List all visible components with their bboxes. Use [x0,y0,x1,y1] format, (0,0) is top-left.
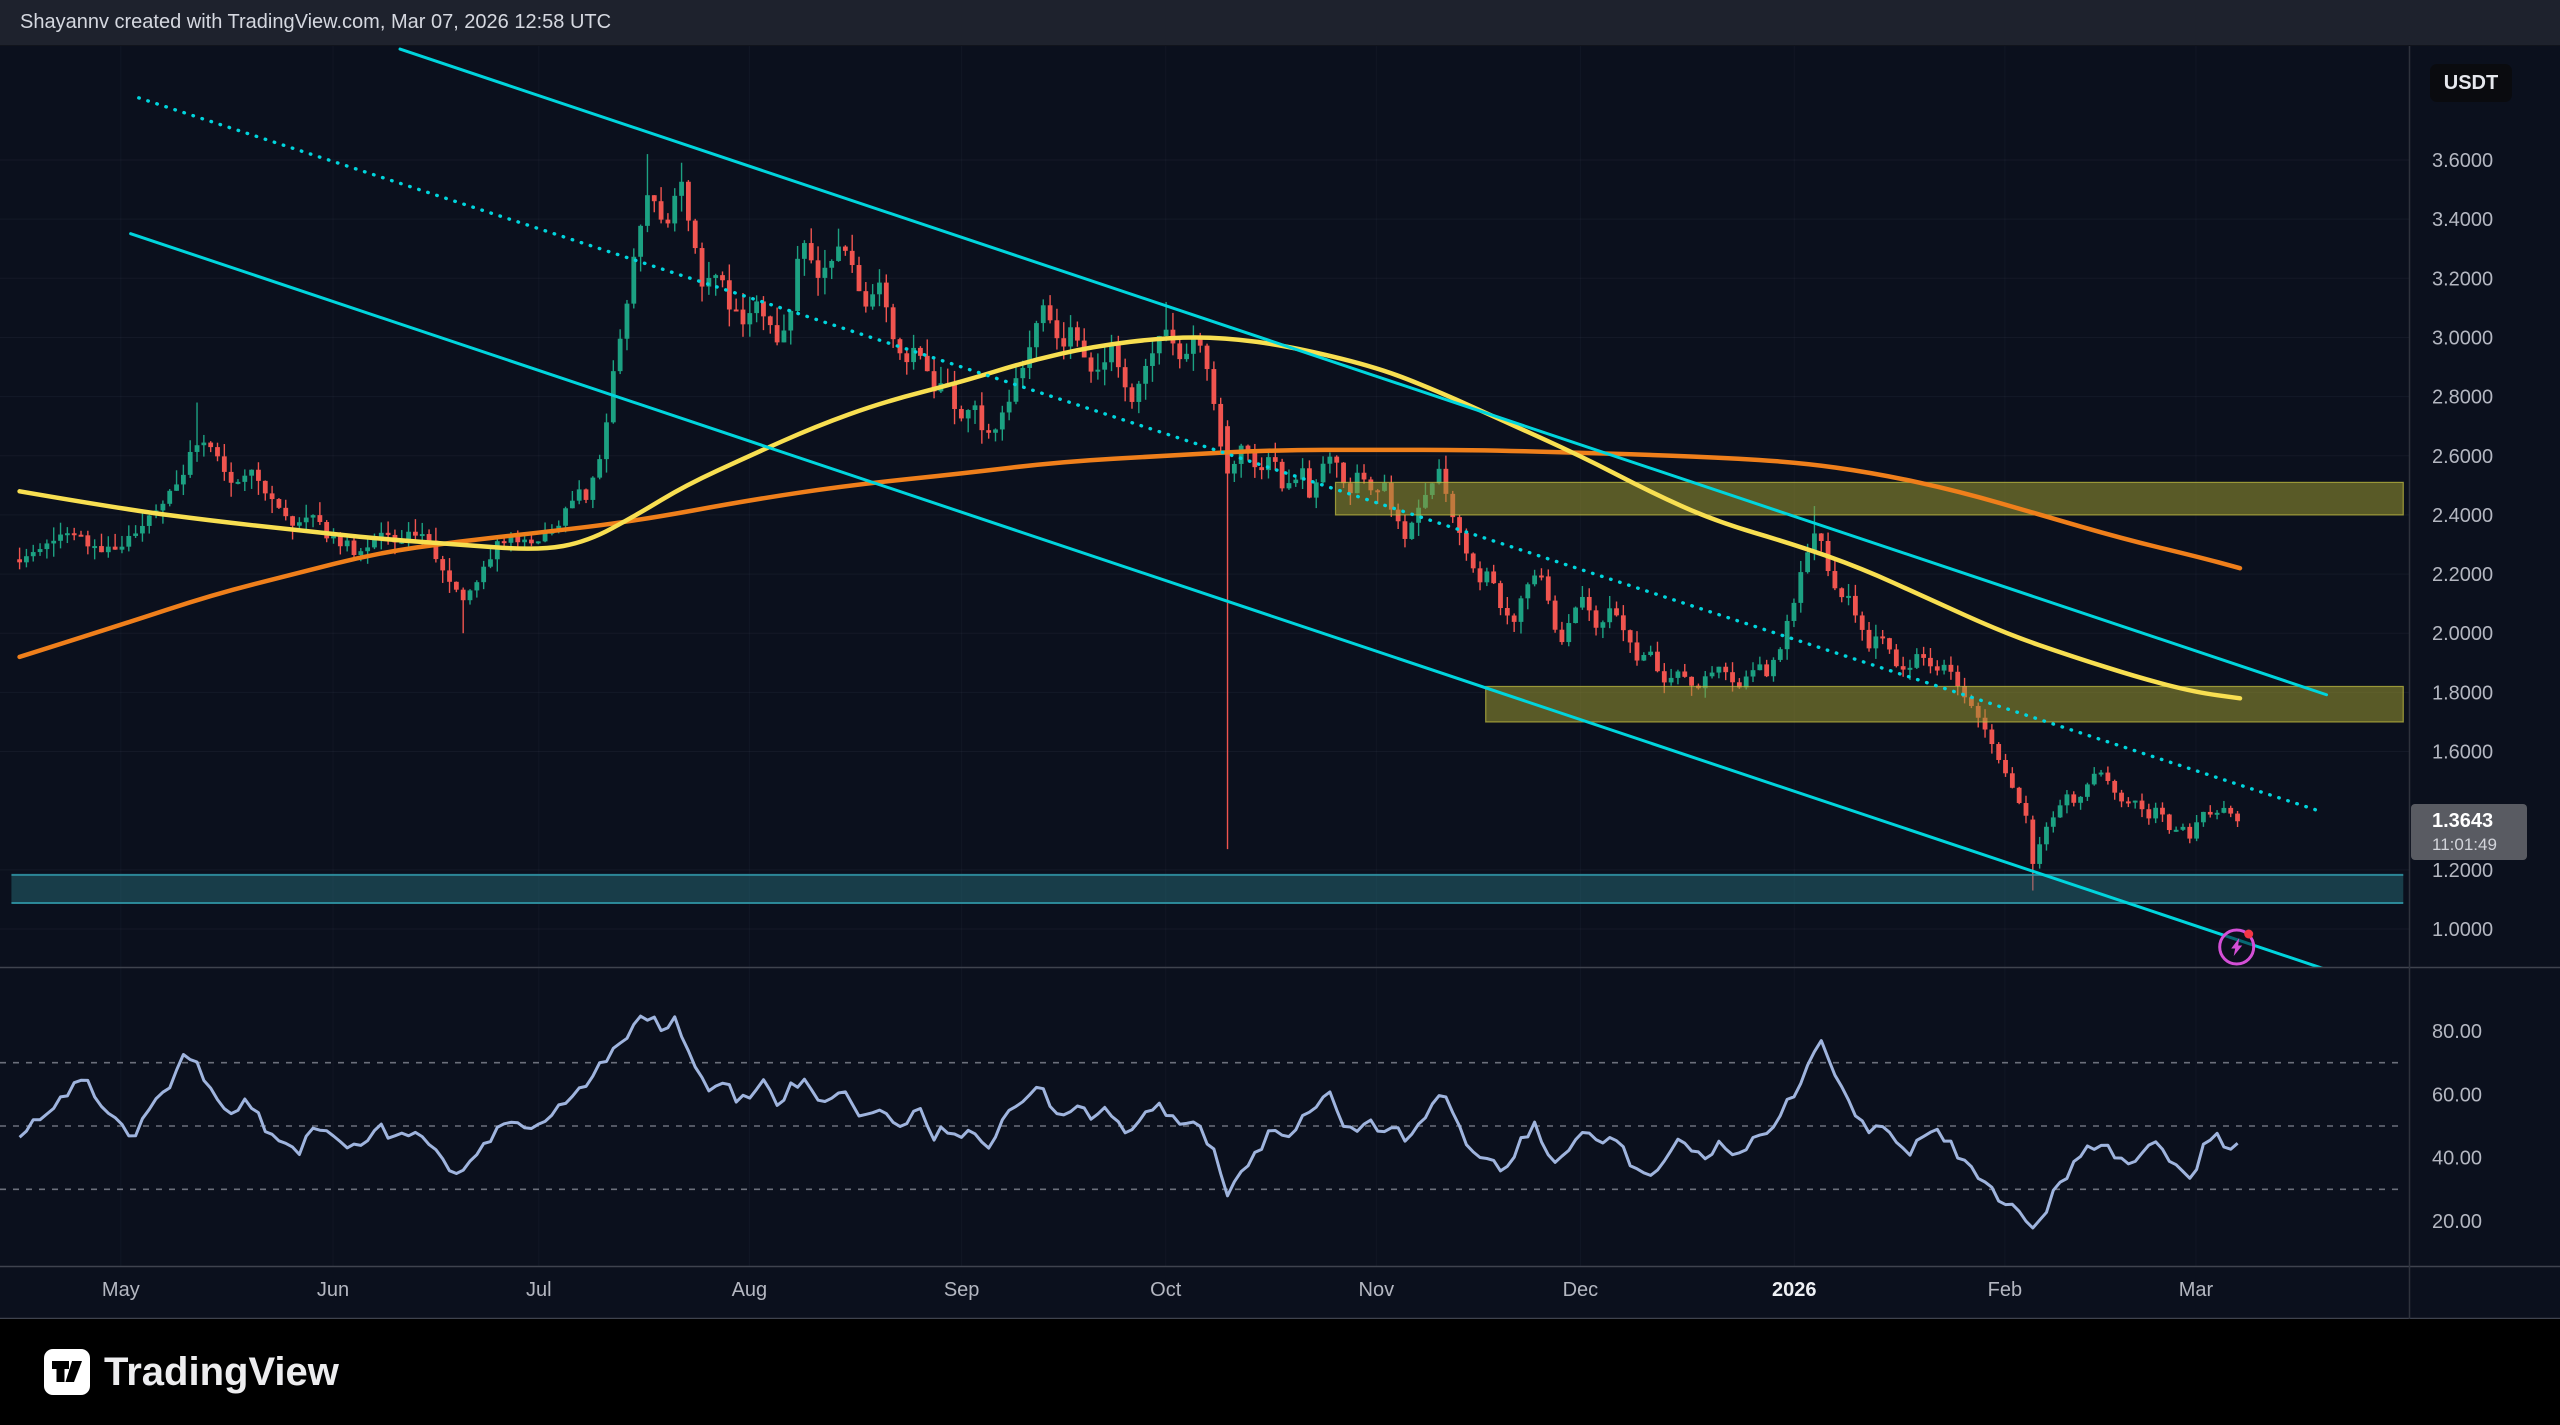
descending-channel-lines[interactable] [129,47,2343,975]
price-tick-label: 1.8000 [2432,682,2493,704]
time-axis-label: Nov [1359,1279,1395,1301]
time-axis-label: May [102,1279,140,1301]
time-axis-label: Jul [526,1279,552,1301]
trend-line[interactable] [129,232,2343,975]
support-band[interactable] [11,873,2404,904]
supply-zone[interactable] [1485,685,2404,723]
rsi-tick-label: 80.00 [2432,1021,2482,1043]
price-tick-label: 3.4000 [2432,209,2493,231]
price-tick-label: 1.2000 [2432,860,2493,882]
rsi-tick-label: 60.00 [2432,1084,2482,1106]
price-tick-label: 3.2000 [2432,268,2493,290]
supply-zone[interactable] [1334,481,2404,516]
trend-line[interactable] [398,47,2329,697]
last-price-label: 1.3643 11:01:49 [2411,804,2527,860]
price-tick-label: 2.2000 [2432,564,2493,586]
price-tick-label: 2.6000 [2432,446,2493,468]
time-axis[interactable]: May Jun Jul Aug Sep Oct Nov Dec 2026 Feb Mar [102,1279,2214,1301]
ma-fast-yellow-line [17,335,2243,701]
time-axis-label: Feb [1988,1279,2022,1301]
price-tick-label: 1.0000 [2432,919,2493,941]
time-axis-label: Oct [1150,1279,1182,1301]
price-tick-label: 3.0000 [2432,327,2493,349]
time-axis-label: Mar [2179,1279,2214,1301]
candlestick-series [17,154,2240,891]
time-axis-label: Aug [732,1279,768,1301]
time-axis-label: 2026 [1772,1279,1817,1301]
price-tick-label: 2.4000 [2432,505,2493,527]
rsi-line [18,1014,2239,1230]
tradingview-wordmark: TradingView [104,1349,339,1394]
support-zone-band[interactable] [11,874,2404,903]
ma-slow-orange-line [17,447,2243,660]
trend-line-dotted[interactable] [137,96,2321,813]
watermark-attribution: Shayannv created with TradingView.com, M… [20,11,612,33]
footer: TradingView [0,1319,2560,1425]
price-tick-label: 3.6000 [2432,150,2493,172]
price-tick-label: 2.0000 [2432,623,2493,645]
time-axis-label: Jun [317,1279,349,1301]
tradingview-logo-icon [44,1349,90,1395]
grid [0,46,2409,1266]
pane-separators [0,46,2560,1319]
moving-averages [17,335,2243,701]
chart-canvas[interactable]: 3.6000 3.4000 3.2000 3.0000 2.8000 2.6000 2.40… [0,0,2560,1319]
bar-countdown: 11:01:49 [2432,835,2497,854]
price-scale[interactable]: 3.6000 3.4000 3.2000 3.0000 2.8000 2.6000 2.40… [2432,150,2493,941]
rsi-indicator [0,1014,2404,1230]
supply-zones[interactable] [1334,481,2404,723]
price-tick-label: 2.8000 [2432,387,2493,409]
alert-dot [2244,929,2254,939]
lightning-bolt-icon [2231,938,2243,956]
price-tick-label: 1.6000 [2432,742,2493,764]
time-axis-label: Dec [1563,1279,1599,1301]
last-price-value: 1.3643 [2432,810,2494,832]
flash-idea-icon[interactable] [2218,928,2256,966]
tradingview-brand-link[interactable]: TradingView [44,1349,339,1395]
time-axis-label: Sep [944,1279,980,1301]
rsi-scale[interactable]: 80.00 60.00 40.00 20.00 [2432,1021,2482,1233]
currency-toggle-usdt[interactable]: USDT [2430,64,2512,102]
rsi-tick-label: 40.00 [2432,1148,2482,1170]
rsi-tick-label: 20.00 [2432,1211,2482,1233]
chart-header-bar: Shayannv created with TradingView.com, M… [0,0,2560,46]
